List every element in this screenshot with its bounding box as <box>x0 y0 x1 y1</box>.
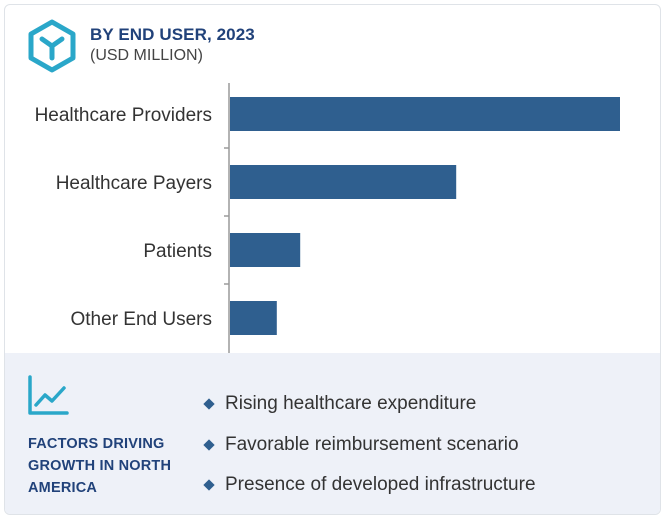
chart-card: BY END USER, 2023 (USD MILLION) Healthca… <box>4 4 661 515</box>
factors-title: FACTORS DRIVING GROWTH IN NORTH AMERICA <box>28 436 172 496</box>
chart-title: BY END USER, 2023 <box>90 25 255 44</box>
bar <box>230 165 457 199</box>
factor-text: Rising healthcare expenditure <box>225 393 477 414</box>
bar <box>230 301 277 335</box>
factors-list: Rising healthcare expenditure Favorable … <box>203 393 536 514</box>
bar <box>230 233 301 267</box>
diamond-bullet-icon <box>203 438 215 451</box>
factor-item: Rising healthcare expenditure <box>203 393 536 434</box>
diamond-bullet-icon <box>203 398 215 410</box>
category-label: Other End Users <box>71 309 213 330</box>
factors-panel: FACTORS DRIVING GROWTH IN NORTH AMERICA … <box>5 353 660 514</box>
factor-text: Favorable reimbursement scenario <box>225 433 519 455</box>
bar-chart: Healthcare Providers Healthcare Payers Pat… <box>35 83 620 353</box>
category-label: Healthcare Providers <box>35 105 212 126</box>
category-label: Patients <box>143 241 212 262</box>
factor-item: Presence of developed infrastructure <box>203 474 536 514</box>
bar <box>230 97 620 131</box>
cube-logo-icon <box>28 19 76 73</box>
factor-text: Presence of developed infrastructure <box>225 474 536 495</box>
chart-subtitle: (USD MILLION) <box>90 47 203 64</box>
diamond-bullet-icon <box>203 479 215 491</box>
factor-item: Favorable reimbursement scenario <box>203 434 536 475</box>
trend-chart-icon <box>28 375 69 415</box>
category-label: Healthcare Payers <box>56 173 212 194</box>
